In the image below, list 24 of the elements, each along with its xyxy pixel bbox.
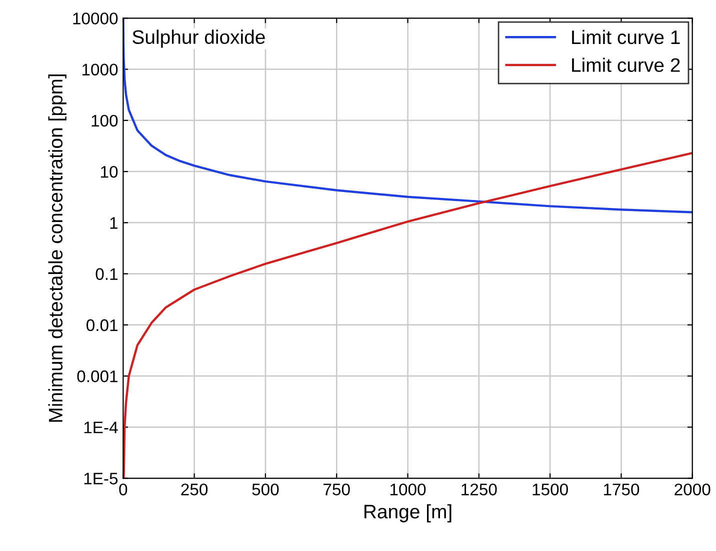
x-tick-label: 1000 [390,484,426,496]
y-tick-label: 1E-5 [84,472,118,484]
annotation: Sulphur dioxide [132,30,265,48]
x-tick-label: 1250 [462,484,497,496]
x-tick-label: 1750 [604,484,640,496]
y-tick-label: 0.001 [77,370,118,382]
x-tick-label: 0 [119,484,128,496]
x-tick-label: 750 [324,484,350,496]
y-tick-label: 0.1 [96,268,118,280]
y-tick-label: 1000 [82,64,118,76]
y-tick-label: 10 [101,166,118,178]
legend-label: Limit curve 1 [572,30,680,44]
legend-label: Limit curve 2 [572,58,680,72]
x-tick-label: 2000 [674,484,710,496]
y-axis-title: Minimum detectable concentration [ppm] [48,74,66,422]
y-tick-label: 1 [110,217,118,229]
y-tick-label: 0.01 [86,319,118,332]
x-tick-label: 250 [181,484,208,496]
y-tick-label: 10000 [73,12,118,24]
x-axis-title: Range [m] [364,504,452,522]
x-tick-label: 500 [252,484,279,496]
y-tick-label: 100 [92,114,118,127]
y-tick-label: 1E-4 [84,422,118,434]
x-tick-label: 1500 [532,484,568,496]
